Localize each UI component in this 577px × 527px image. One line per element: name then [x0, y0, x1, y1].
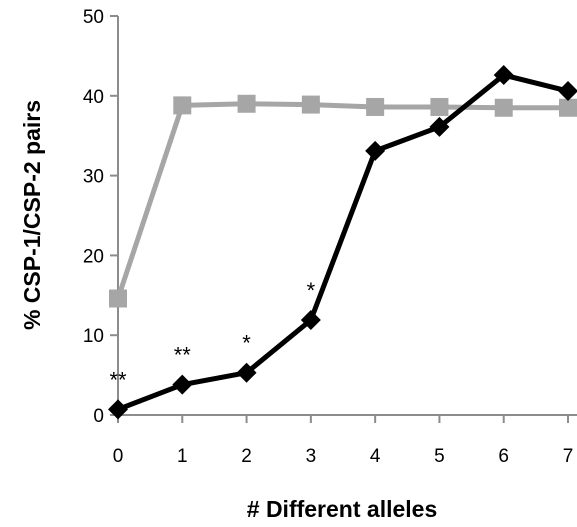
x-tick-label: 7 — [563, 446, 574, 467]
diamond-point — [108, 399, 128, 420]
y-tick-label: 40 — [83, 87, 104, 108]
axes: 0 10 20 30 40 50 0 1 2 3 4 5 6 7 — [83, 7, 577, 467]
x-tick-label: 2 — [241, 446, 252, 467]
square-point — [559, 98, 577, 117]
y-axis-title: % CSP-1/CSP-2 pairs — [19, 100, 45, 330]
diamond-point — [172, 374, 193, 395]
diamond-point — [300, 310, 321, 331]
x-tick-label: 6 — [498, 446, 509, 467]
y-tick-label: 10 — [83, 326, 104, 347]
diamond-point — [365, 140, 386, 161]
significance-annotation: * — [307, 278, 316, 303]
y-tick-label: 20 — [83, 246, 104, 267]
significance-annotation: ** — [174, 343, 192, 368]
significance-annotation: ** — [109, 367, 127, 392]
diamond-point — [493, 65, 514, 86]
annotation-layer: **** ** — [109, 278, 315, 392]
series-layer — [108, 65, 577, 420]
x-axis-title: # Different alleles — [247, 496, 437, 522]
series-line — [115, 101, 568, 300]
y-tick-label: 50 — [83, 7, 104, 28]
y-tick-label: 0 — [93, 406, 104, 427]
diamond-point — [236, 362, 257, 383]
series-square — [109, 94, 577, 308]
square-point — [237, 94, 256, 113]
square-point — [301, 95, 320, 114]
x-tick-label: 3 — [306, 446, 317, 467]
square-point — [173, 96, 192, 115]
x-tick-label: 4 — [370, 446, 381, 467]
significance-annotation: * — [242, 331, 251, 356]
x-tick-label: 0 — [113, 446, 124, 467]
x-tick-label: 5 — [434, 446, 445, 467]
series-line — [117, 72, 569, 412]
series-diamond — [108, 65, 577, 420]
diamond-point — [558, 81, 577, 102]
diamond-point — [429, 116, 450, 137]
y-tick-label: 30 — [83, 167, 104, 188]
square-point — [494, 98, 513, 117]
x-tick-label: 1 — [177, 446, 188, 467]
square-point — [109, 289, 127, 308]
square-point — [366, 97, 385, 116]
square-point — [430, 97, 449, 116]
